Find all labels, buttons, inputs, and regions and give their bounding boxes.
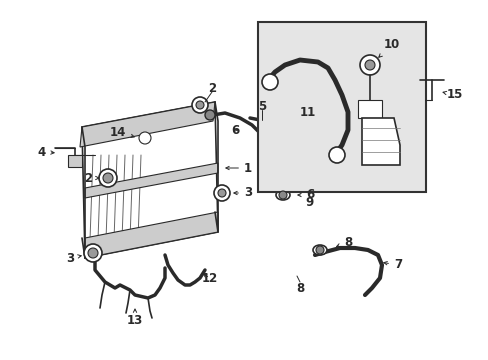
Text: 1: 1 xyxy=(225,162,251,175)
Circle shape xyxy=(364,60,374,70)
Circle shape xyxy=(315,246,324,254)
Text: 14: 14 xyxy=(110,126,134,139)
Bar xyxy=(258,22,425,192)
Ellipse shape xyxy=(275,190,289,200)
Text: 6: 6 xyxy=(230,123,239,136)
Text: 2: 2 xyxy=(84,171,99,184)
Circle shape xyxy=(88,248,98,258)
Text: 4: 4 xyxy=(38,145,54,158)
Circle shape xyxy=(99,169,117,187)
Circle shape xyxy=(139,132,151,144)
Circle shape xyxy=(204,110,215,120)
Text: 2: 2 xyxy=(207,81,216,94)
Text: 3: 3 xyxy=(66,252,81,265)
Text: 3: 3 xyxy=(233,186,251,199)
Bar xyxy=(68,155,82,167)
Circle shape xyxy=(359,55,379,75)
Text: 10: 10 xyxy=(378,39,399,57)
Bar xyxy=(357,100,381,118)
Circle shape xyxy=(196,101,203,109)
Text: 12: 12 xyxy=(202,271,218,284)
Circle shape xyxy=(84,244,102,262)
Text: 8: 8 xyxy=(295,282,304,294)
Polygon shape xyxy=(85,212,218,258)
Text: 5: 5 xyxy=(257,99,265,112)
Text: 13: 13 xyxy=(126,309,143,327)
Text: 11: 11 xyxy=(299,105,315,118)
Ellipse shape xyxy=(312,245,326,255)
Circle shape xyxy=(262,74,278,90)
Polygon shape xyxy=(361,118,399,165)
Polygon shape xyxy=(85,163,218,198)
Polygon shape xyxy=(82,102,218,258)
Circle shape xyxy=(192,97,207,113)
Circle shape xyxy=(279,191,286,199)
Circle shape xyxy=(214,185,229,201)
Text: 7: 7 xyxy=(383,258,401,271)
Text: 15: 15 xyxy=(442,89,462,102)
Text: 6: 6 xyxy=(297,189,313,202)
Circle shape xyxy=(218,189,225,197)
Circle shape xyxy=(328,147,345,163)
Polygon shape xyxy=(80,102,215,147)
Circle shape xyxy=(103,173,113,183)
Text: 8: 8 xyxy=(336,235,351,248)
Text: 9: 9 xyxy=(305,195,313,208)
